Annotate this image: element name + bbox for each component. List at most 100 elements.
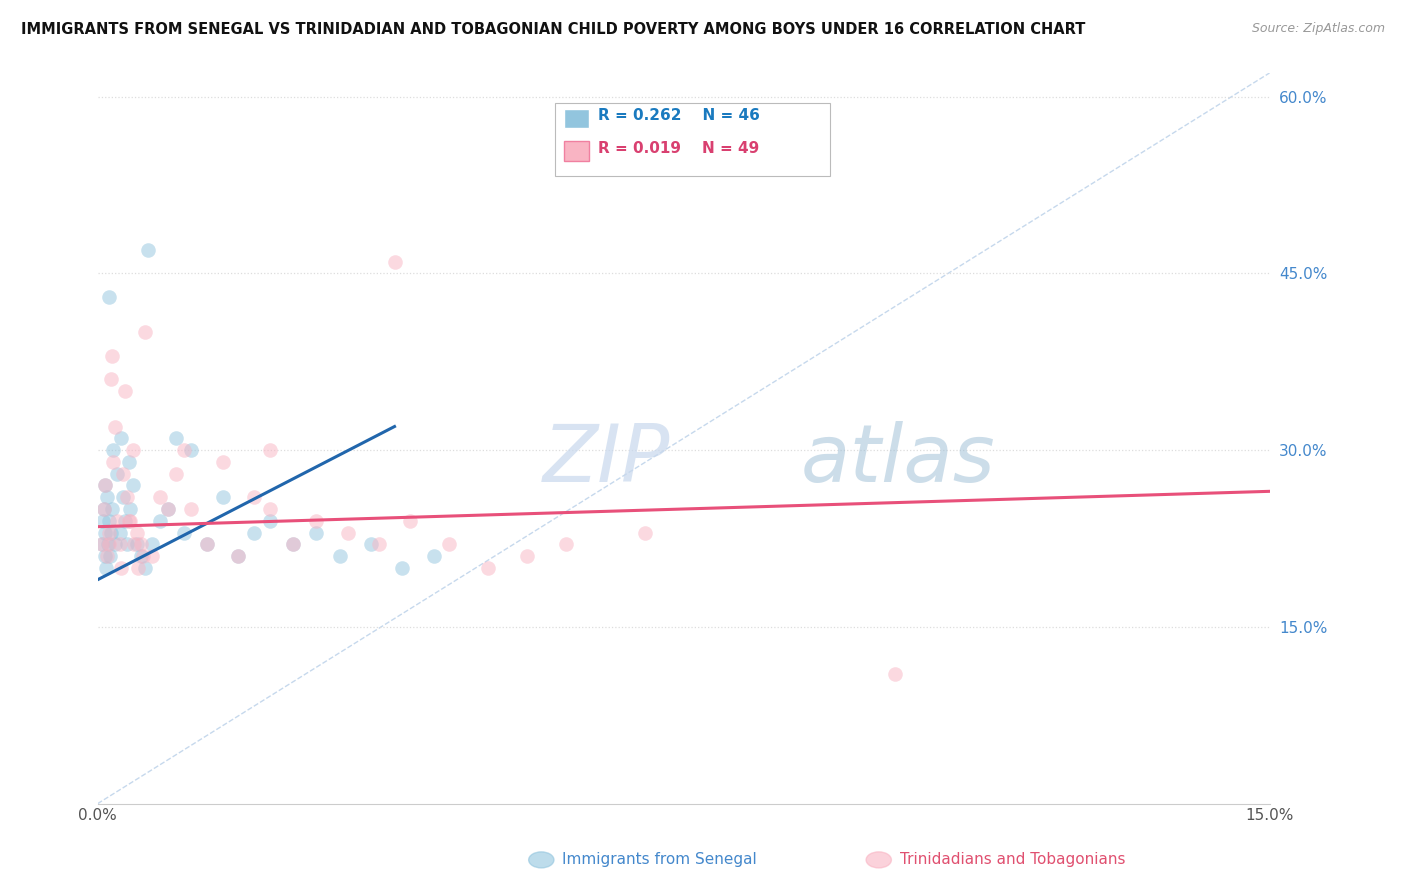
Point — [108, 525, 131, 540]
Point — [127, 561, 149, 575]
Point — [633, 525, 655, 540]
Point — [477, 561, 499, 575]
Point — [104, 419, 127, 434]
Point — [105, 467, 128, 481]
Point — [100, 525, 122, 540]
Point — [120, 514, 142, 528]
Point — [156, 502, 179, 516]
Point — [134, 561, 156, 575]
Point — [129, 537, 152, 551]
Point — [138, 243, 160, 257]
Text: Immigrants from Senegal: Immigrants from Senegal — [562, 853, 758, 867]
Text: atlas: atlas — [801, 421, 995, 500]
Point — [111, 490, 134, 504]
Point — [91, 514, 114, 528]
Point — [391, 561, 413, 575]
Point — [165, 467, 187, 481]
Point — [125, 525, 148, 540]
Point — [100, 502, 122, 516]
Point — [883, 667, 905, 681]
Point — [180, 502, 202, 516]
Point — [96, 549, 118, 563]
Point — [259, 443, 281, 458]
Point — [96, 490, 118, 504]
Point — [91, 537, 114, 551]
Point — [93, 549, 115, 563]
Point — [134, 325, 156, 339]
Point — [94, 525, 117, 540]
Point — [173, 525, 195, 540]
Point — [108, 537, 131, 551]
Point — [329, 549, 352, 563]
Point — [100, 372, 122, 386]
Point — [117, 537, 139, 551]
Point — [180, 443, 202, 458]
Point — [98, 290, 121, 304]
Point — [259, 514, 281, 528]
Point — [103, 455, 125, 469]
Text: Source: ZipAtlas.com: Source: ZipAtlas.com — [1251, 22, 1385, 36]
Point — [110, 431, 132, 445]
Point — [243, 525, 266, 540]
Point — [105, 514, 128, 528]
Point — [97, 525, 120, 540]
Point — [96, 561, 118, 575]
Point — [93, 502, 115, 516]
Point — [367, 537, 389, 551]
Point — [141, 537, 163, 551]
Text: ZIP: ZIP — [543, 421, 671, 500]
Point — [516, 549, 538, 563]
Point — [149, 514, 172, 528]
Point — [110, 561, 132, 575]
Point — [305, 525, 328, 540]
Point — [211, 490, 233, 504]
Point — [165, 431, 187, 445]
Point — [141, 549, 163, 563]
Point — [93, 502, 115, 516]
Text: IMMIGRANTS FROM SENEGAL VS TRINIDADIAN AND TOBAGONIAN CHILD POVERTY AMONG BOYS U: IMMIGRANTS FROM SENEGAL VS TRINIDADIAN A… — [21, 22, 1085, 37]
Point — [90, 537, 112, 551]
Point — [305, 514, 328, 528]
Point — [114, 514, 136, 528]
Text: Trinidadians and Tobagonians: Trinidadians and Tobagonians — [900, 853, 1125, 867]
Point — [211, 455, 233, 469]
Point — [281, 537, 304, 551]
Point — [195, 537, 218, 551]
Point — [149, 490, 172, 504]
Point — [129, 549, 152, 563]
Point — [226, 549, 249, 563]
Point — [195, 537, 218, 551]
Point — [422, 549, 444, 563]
Point — [259, 502, 281, 516]
Point — [120, 502, 142, 516]
Point — [437, 537, 460, 551]
Point — [104, 537, 127, 551]
Point — [121, 443, 143, 458]
Text: R = 0.262    N = 46: R = 0.262 N = 46 — [598, 109, 759, 123]
Point — [117, 490, 139, 504]
Point — [94, 478, 117, 492]
Point — [111, 467, 134, 481]
Text: R = 0.019    N = 49: R = 0.019 N = 49 — [598, 141, 759, 155]
Point — [281, 537, 304, 551]
Point — [94, 478, 117, 492]
Point — [555, 537, 578, 551]
Point — [125, 537, 148, 551]
Point — [118, 514, 141, 528]
Point — [122, 537, 145, 551]
Point — [101, 349, 124, 363]
Point — [226, 549, 249, 563]
Point — [243, 490, 266, 504]
Point — [156, 502, 179, 516]
Point — [384, 254, 406, 268]
Point — [399, 514, 422, 528]
Point — [118, 455, 141, 469]
Point — [114, 384, 136, 399]
Point — [98, 549, 121, 563]
Point — [97, 537, 120, 551]
Point — [173, 443, 195, 458]
Point — [121, 478, 143, 492]
Point — [360, 537, 382, 551]
Point — [103, 443, 125, 458]
Point — [132, 549, 155, 563]
